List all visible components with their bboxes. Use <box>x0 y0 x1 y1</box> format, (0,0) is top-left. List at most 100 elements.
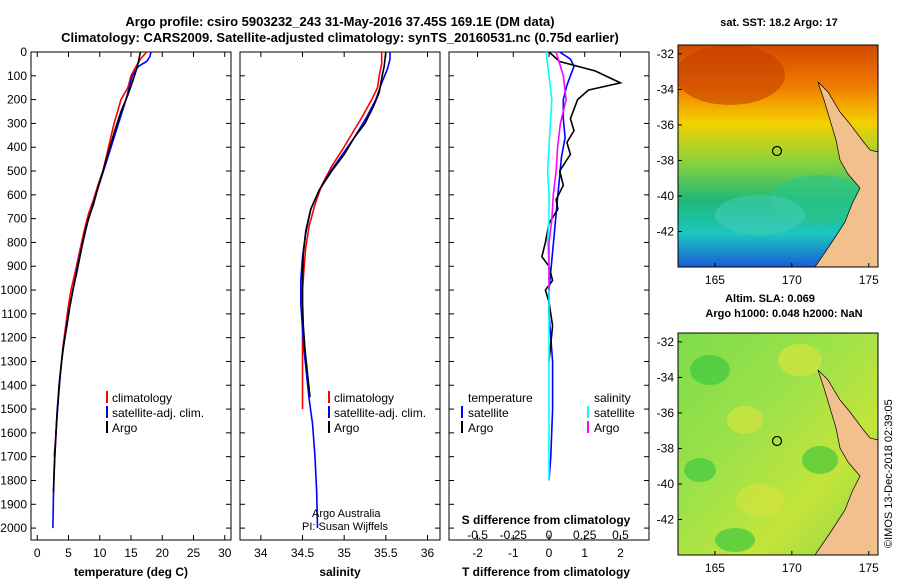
depth-tick-label: 200 <box>7 93 27 107</box>
depth-tick-label: 1000 <box>0 283 27 297</box>
x-tick-label: 35.5 <box>374 546 398 560</box>
depth-tick-label: 1200 <box>0 331 27 345</box>
depth-tick-label: 1400 <box>0 378 27 392</box>
legend-sal-satellite-label: satellite <box>594 406 635 420</box>
legend-salinity-header: salinity <box>594 391 631 405</box>
depth-tick-label: 500 <box>7 164 27 178</box>
x-tick-label: -2 <box>472 546 483 560</box>
x-tick-label: 1 <box>581 546 588 560</box>
lat-tick-label: -36 <box>657 406 675 420</box>
lon-tick-label: 170 <box>782 273 802 287</box>
sla-field <box>678 333 878 555</box>
x-tick-label: 20 <box>156 546 170 560</box>
legend-argo-label: Argo <box>334 421 360 435</box>
x-tick-label: 5 <box>65 546 72 560</box>
credit-line-1: Argo Australia <box>312 508 381 520</box>
x-tick-label: 15 <box>124 546 138 560</box>
sla-map-title-2: Argo h1000: 0.048 h2000: NaN <box>705 308 862 320</box>
salinity-series <box>299 51 391 529</box>
salinity-x-ticks: 34 34.5 35 35.5 36 <box>240 51 440 560</box>
legend-climatology-label: climatology <box>112 391 172 405</box>
x-tick-label: 0 <box>34 546 41 560</box>
depth-tick-label: 1500 <box>0 402 27 416</box>
argo-location-marker <box>771 145 783 157</box>
depth-tick-label: 1100 <box>1 307 27 321</box>
depth-tick-label: 1800 <box>0 473 27 487</box>
copyright-note: ©IMOS 13-Dec-2018 02:39:05 <box>883 399 895 548</box>
lat-tick-label: -34 <box>657 370 675 384</box>
legend-climatology-label: climatology <box>334 391 394 405</box>
sst-lat-ticks: -32 -34 -36 -38 -40 -42 <box>657 47 682 238</box>
land-new-zealand <box>814 369 878 555</box>
temperature-x-ticks: 0 5 10 15 20 25 30 <box>31 51 232 560</box>
lat-tick-label: -38 <box>657 153 675 167</box>
x-tick-label: 0 <box>546 546 553 560</box>
lat-tick-label: -34 <box>657 82 675 96</box>
series-line-argo <box>301 51 387 398</box>
credit-line-2: PI: Susan Wijffels <box>302 521 388 533</box>
depth-tick-label: 900 <box>7 259 27 273</box>
x-tick-label: 25 <box>187 546 201 560</box>
sla-map-title-1: Altim. SLA: 0.069 <box>725 293 815 305</box>
series-line-argo <box>52 51 142 493</box>
lat-tick-label: -38 <box>657 441 675 455</box>
series-line-temperature-argo <box>541 51 623 362</box>
x-tick-label: 30 <box>218 546 232 560</box>
title-line-2: Climatology: CARS2009. Satellite-adjuste… <box>61 30 619 45</box>
x-tick-label: 36 <box>421 546 435 560</box>
lat-tick-label: -32 <box>657 47 675 61</box>
depth-tick-label: 1900 <box>0 497 27 511</box>
s-difference-label: S difference from climatology <box>462 513 631 527</box>
sla-lon-ticks: 165 170 175 <box>705 551 879 575</box>
sst-lon-ticks: 165 170 175 <box>705 263 879 287</box>
top-tick-label: -0.25 <box>500 528 528 542</box>
top-tick-label: -0.5 <box>467 528 488 542</box>
top-tick-label: 0 <box>546 528 553 542</box>
salinity-plot-frame <box>239 51 441 541</box>
difference-x-ticks: -2 -1 0 1 2 <box>449 51 649 560</box>
legend-sal-argo-label: Argo <box>594 421 620 435</box>
lon-tick-label: 165 <box>705 273 725 287</box>
lat-tick-label: -36 <box>657 118 675 132</box>
lon-tick-label: 165 <box>705 561 725 575</box>
salinity-legend: climatology satellite-adj. clim. Argo <box>328 391 426 435</box>
depth-ticks: 0 100 200 300 400 500 600 700 800 900 1000 1100 1200… <box>0 45 27 535</box>
series-line-salinity-argo <box>548 51 567 290</box>
legend-satellite-label: satellite-adj. clim. <box>334 406 426 420</box>
sla-lat-ticks: -32 -34 -36 -38 -40 -42 <box>657 335 682 526</box>
salinity-axis-label: salinity <box>319 565 361 579</box>
lat-tick-label: -42 <box>657 224 675 238</box>
sst-map-title: sat. SST: 18.2 Argo: 17 <box>720 17 838 29</box>
lat-tick-label: -40 <box>657 189 675 203</box>
depth-tick-label: 1300 <box>0 354 27 368</box>
lon-tick-label: 175 <box>859 561 879 575</box>
depth-tick-label: 800 <box>7 235 27 249</box>
title-line-1: Argo profile: csiro 5903232_243 31-May-2… <box>125 14 554 29</box>
top-tick-label: 0.5 <box>612 528 629 542</box>
temperature-panel: 0 5 10 15 20 25 30 0 100 200 300 400 500 600 700 800 90… <box>0 45 231 579</box>
lat-tick-label: -32 <box>657 335 675 349</box>
temperature-series <box>52 51 152 529</box>
depth-tick-label: 0 <box>20 45 27 59</box>
depth-tick-label: 400 <box>7 140 27 154</box>
depth-tick-label: 1700 <box>0 450 27 464</box>
temperature-plot-frame <box>30 51 232 541</box>
salinity-difference-ticks: -0.5 -0.25 0 0.25 0.5 <box>467 528 629 542</box>
x-tick-label: -1 <box>508 546 519 560</box>
lon-tick-label: 175 <box>859 273 879 287</box>
legend-temperature-header: temperature <box>468 391 533 405</box>
difference-panel: -2 -1 0 1 2 -0.5 -0.25 0 0.25 0.5 S difference f… <box>448 51 650 579</box>
depth-tick-label: 2000 <box>0 521 27 535</box>
legend-temp-argo-label: Argo <box>468 421 494 435</box>
x-tick-label: 34.5 <box>291 546 315 560</box>
t-difference-label: T difference from climatology <box>462 565 630 579</box>
depth-tick-label: 700 <box>7 212 27 226</box>
sla-map-frame <box>677 332 879 556</box>
sst-map: sat. SST: 18.2 Argo: 17 <box>657 17 879 287</box>
series-line-salinity-satellite <box>545 51 553 481</box>
sla-map: Altim. SLA: 0.069 Argo h1000: 0.048 h200… <box>657 293 879 575</box>
top-tick-label: 0.25 <box>573 528 597 542</box>
x-tick-label: 35 <box>337 546 351 560</box>
lat-tick-label: -42 <box>657 512 675 526</box>
